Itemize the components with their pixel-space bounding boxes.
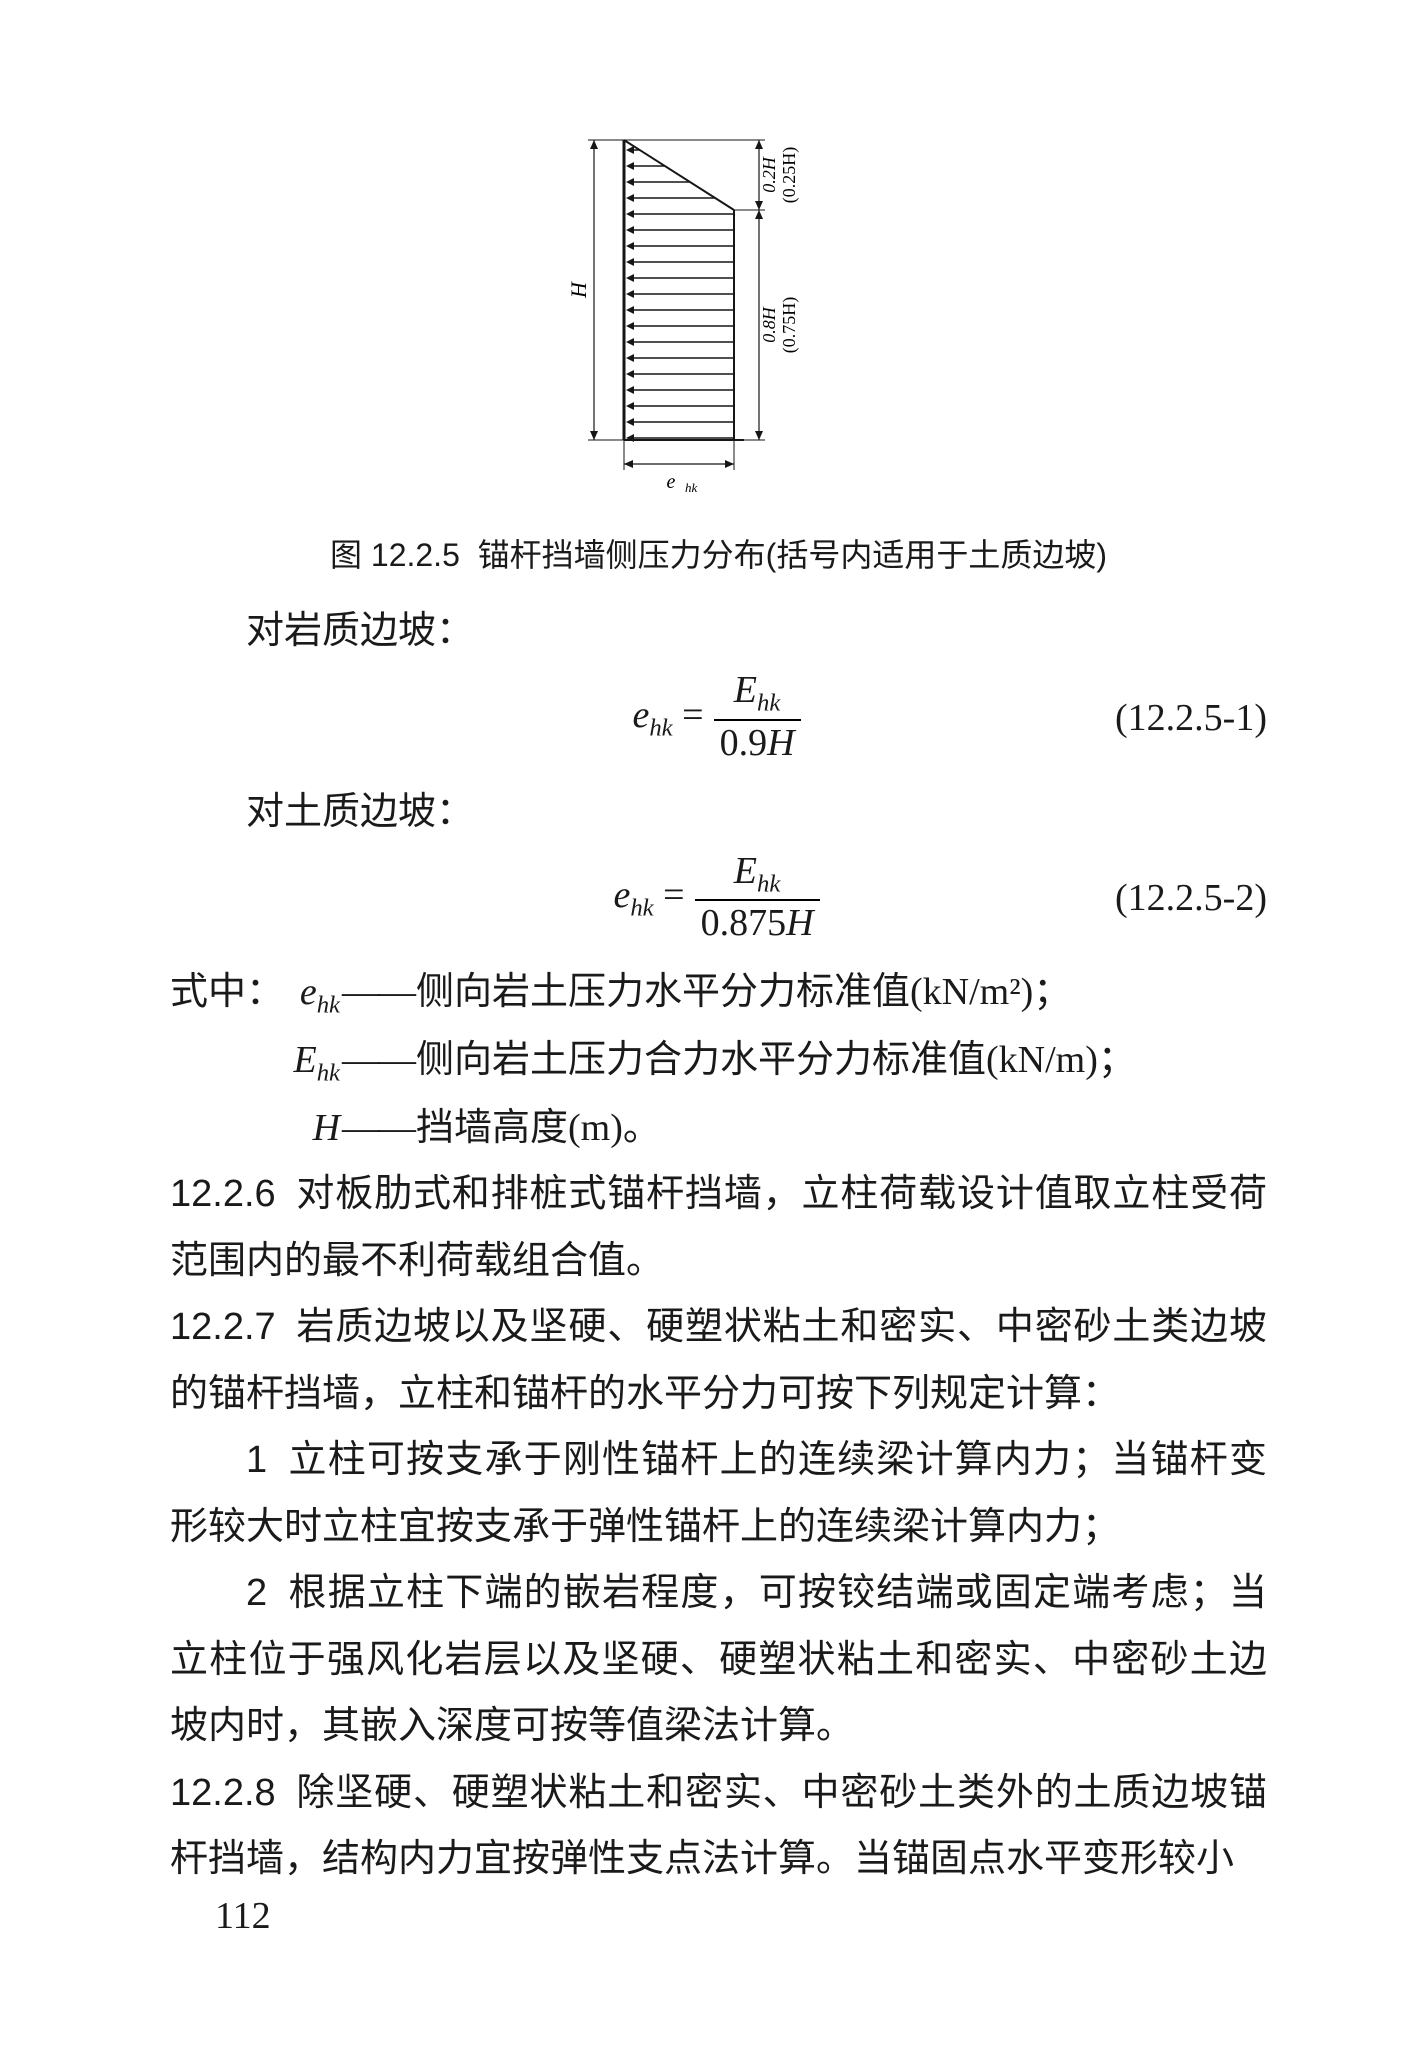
- where2-text: 侧向岩土压力合力水平分力标准值(kN/m)；: [416, 1027, 1136, 1095]
- svg-text:(0.75H): (0.75H): [779, 297, 800, 354]
- clause-12-2-8: 12.2.8 除坚硬、硬塑状粘土和密实、中密砂土类外的土质边坡锚杆挡墙，结构内力…: [170, 1760, 1267, 1893]
- dash: ——: [342, 1027, 414, 1095]
- pressure-diagram: H 0.2H(0.25H) 0.8H(0.75H) ehk: [559, 130, 879, 500]
- where1-symbol: ehk: [284, 959, 340, 1027]
- svg-text:0.8H: 0.8H: [759, 306, 779, 343]
- item-2: 2 根据立柱下端的嵌岩程度，可按铰结端或固定端考虑；当立柱位于强风化岩层以及坚硬…: [170, 1560, 1267, 1760]
- svg-text:(0.25H): (0.25H): [779, 147, 800, 204]
- where-intro: 式中：: [170, 959, 284, 1027]
- eq1-fraction: Ehk 0.9H: [714, 670, 801, 765]
- text-soil-slope: 对土质边坡：: [170, 779, 1267, 846]
- svg-text:H: H: [566, 281, 591, 299]
- eq2-lhs: ehk =: [613, 873, 684, 923]
- dash: ——: [342, 1095, 414, 1162]
- svg-text:e: e: [666, 471, 675, 493]
- clause-text: 对板肋式和排桩式锚杆挡墙，立柱荷载设计值取立柱受荷范围内的最不利荷载组合值。: [170, 1173, 1267, 1282]
- dash: ——: [342, 959, 414, 1027]
- page-number: 112: [215, 1894, 271, 1938]
- eq2-fraction: Ehk 0.875H: [695, 851, 820, 946]
- where2-symbol: Ehk: [284, 1027, 340, 1095]
- where3-symbol: H: [284, 1095, 340, 1162]
- equation-1: ehk = Ehk 0.9H (12.2.5-1): [170, 673, 1267, 763]
- where-line-3: 式中： H —— 挡墙高度(m)。: [170, 1095, 1267, 1162]
- item-1: 1 立柱可按支承于刚性锚杆上的连续梁计算内力；当锚杆变形较大时立柱宜按支承于弹性…: [170, 1427, 1267, 1560]
- eq2-number: (12.2.5-2): [1115, 876, 1267, 920]
- figure-title: 锚杆挡墙侧压力分布(括号内适用于土质边坡): [478, 537, 1107, 573]
- where-line-2: 式中： Ehk —— 侧向岩土压力合力水平分力标准值(kN/m)；: [170, 1027, 1267, 1095]
- equation-2: ehk = Ehk 0.875H (12.2.5-2): [170, 853, 1267, 943]
- svg-text:0.2H: 0.2H: [759, 156, 779, 193]
- item-text: 根据立柱下端的嵌岩程度，可按铰结端或固定端考虑；当立柱位于强风化岩层以及坚硬、硬…: [170, 1572, 1267, 1747]
- clause-12-2-6: 12.2.6 对板肋式和排桩式锚杆挡墙，立柱荷载设计值取立柱受荷范围内的最不利荷…: [170, 1161, 1267, 1294]
- clause-num: 12.2.7: [170, 1306, 276, 1348]
- figure-container: H 0.2H(0.25H) 0.8H(0.75H) ehk: [170, 130, 1267, 500]
- clause-text: 除坚硬、硬塑状粘土和密实、中密砂土类外的土质边坡锚杆挡墙，结构内力宜按弹性支点法…: [170, 1772, 1267, 1881]
- clause-num: 12.2.8: [170, 1772, 276, 1814]
- page: H 0.2H(0.25H) 0.8H(0.75H) ehk 图 12.2.5 锚杆挡墙…: [0, 0, 1427, 2048]
- figure-number: 图 12.2.5: [330, 537, 460, 573]
- where-line-1: 式中： ehk —— 侧向岩土压力水平分力标准值(kN/m²)；: [170, 959, 1267, 1027]
- figure-caption: 图 12.2.5 锚杆挡墙侧压力分布(括号内适用于土质边坡): [170, 530, 1267, 576]
- eq1-lhs: ehk =: [632, 693, 703, 743]
- item-num: 1: [246, 1439, 267, 1481]
- eq1-number: (12.2.5-1): [1115, 696, 1267, 740]
- svg-text:hk: hk: [685, 480, 698, 495]
- clause-text: 岩质边坡以及坚硬、硬塑状粘土和密实、中密砂土类边坡的锚杆挡墙，立柱和锚杆的水平分…: [170, 1306, 1267, 1415]
- where3-text: 挡墙高度(m)。: [416, 1095, 661, 1162]
- clause-num: 12.2.6: [170, 1173, 276, 1215]
- clause-12-2-7: 12.2.7 岩质边坡以及坚硬、硬塑状粘土和密实、中密砂土类边坡的锚杆挡墙，立柱…: [170, 1294, 1267, 1427]
- text-rock-slope: 对岩质边坡：: [170, 598, 1267, 665]
- item-num: 2: [246, 1572, 267, 1614]
- where1-text: 侧向岩土压力水平分力标准值(kN/m²)；: [416, 959, 1071, 1027]
- item-text: 立柱可按支承于刚性锚杆上的连续梁计算内力；当锚杆变形较大时立柱宜按支承于弹性锚杆…: [170, 1439, 1267, 1548]
